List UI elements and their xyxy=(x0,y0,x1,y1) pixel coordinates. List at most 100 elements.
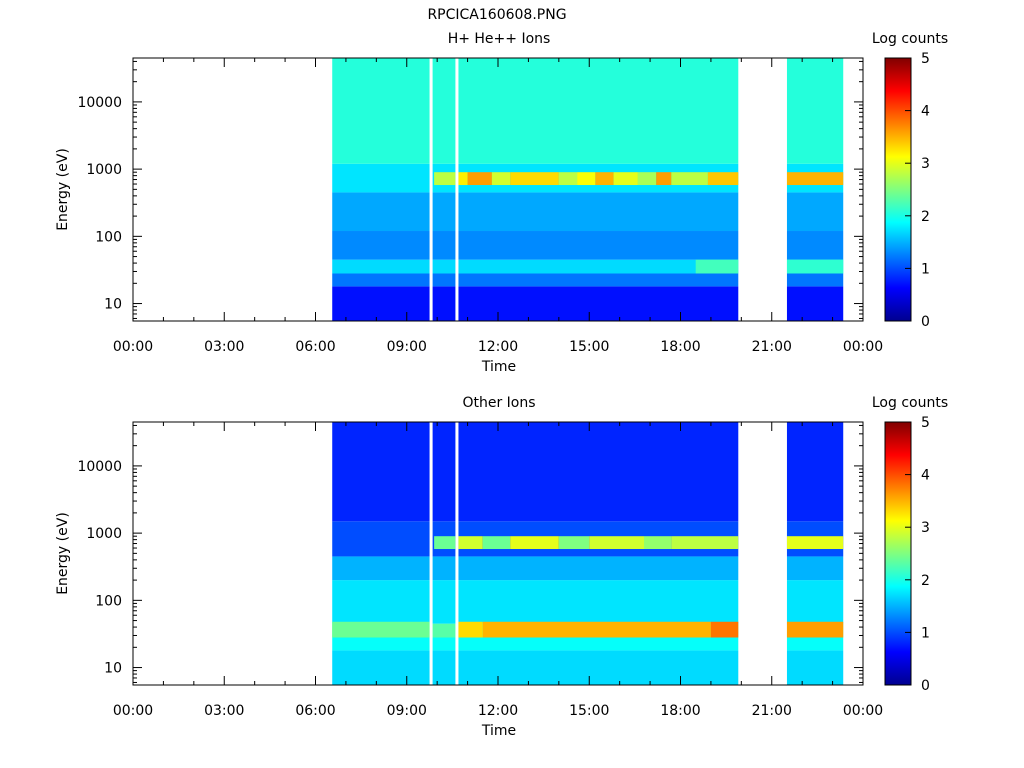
heatmap-cell xyxy=(786,273,844,287)
y-tick-label: 10 xyxy=(104,661,122,677)
colorbar-tick-label: 3 xyxy=(921,156,930,172)
band-segment xyxy=(332,621,430,638)
colorbar-tick-label: 3 xyxy=(921,520,930,536)
band-segment xyxy=(786,259,844,274)
heatmap-cell xyxy=(458,192,739,232)
x-tick-label: 00:00 xyxy=(113,703,153,719)
heatmap-cell xyxy=(786,422,844,522)
y-tick-label: 10 xyxy=(104,297,122,313)
colorbar-tick-label: 0 xyxy=(921,678,930,694)
band-segment xyxy=(710,621,739,638)
band-segment xyxy=(510,536,559,550)
colorbar xyxy=(884,57,912,322)
x-tick-label: 03:00 xyxy=(204,339,244,355)
band-segment xyxy=(434,172,456,186)
heatmap-data xyxy=(332,58,844,321)
band-segment xyxy=(482,536,511,550)
heatmap-cell xyxy=(332,422,430,522)
heatmap-cell xyxy=(432,623,456,638)
band-segment xyxy=(707,172,739,186)
x-tick-label: 21:00 xyxy=(752,703,792,719)
band-segment xyxy=(510,172,559,186)
heatmap-cell xyxy=(432,58,456,164)
band-segment xyxy=(595,172,614,186)
heatmap-cell xyxy=(786,192,844,232)
heatmap-cell xyxy=(432,231,456,260)
heatmap-cell xyxy=(332,58,430,164)
y-tick-label: 10000 xyxy=(77,95,122,111)
heatmap-cell xyxy=(432,637,456,651)
band-segment xyxy=(644,536,672,550)
heatmap-cell xyxy=(432,422,456,522)
colorbar-label: Log counts xyxy=(872,395,948,411)
heatmap-cell xyxy=(332,556,430,581)
x-tick-label: 03:00 xyxy=(204,703,244,719)
x-tick-label: 15:00 xyxy=(569,703,609,719)
x-tick-label: 00:00 xyxy=(843,339,883,355)
band-segment xyxy=(458,172,468,186)
heatmap-cell xyxy=(458,273,739,287)
x-tick-label: 18:00 xyxy=(660,703,700,719)
y-tick-label: 100 xyxy=(95,593,122,609)
heatmap-cell xyxy=(458,286,739,321)
heatmap-cell xyxy=(458,650,739,685)
colorbar-tick-label: 1 xyxy=(921,261,930,277)
heatmap-cell xyxy=(432,556,456,581)
x-tick-label: 06:00 xyxy=(295,339,335,355)
heatmap-cell xyxy=(458,259,739,274)
heatmap-cell xyxy=(332,580,430,624)
heatmap-cell xyxy=(458,231,739,260)
colorbar xyxy=(884,421,912,686)
band-segment xyxy=(482,621,711,638)
band-segment xyxy=(589,536,644,550)
band-segment xyxy=(458,621,483,638)
heatmap-cell xyxy=(332,163,430,193)
x-tick-label: 18:00 xyxy=(660,339,700,355)
heatmap-cell xyxy=(458,58,739,164)
heatmap-cell xyxy=(458,422,739,522)
y-tick-label: 1000 xyxy=(86,162,122,178)
panels: 00:00 03:00 06:00 09:00 12:00 15:00 18:00 21:00… xyxy=(55,31,948,739)
x-tick-label: 12:00 xyxy=(478,703,518,719)
colorbar-tick-label: 4 xyxy=(921,104,930,120)
heatmap-cell xyxy=(432,286,456,321)
colorbar-tick-label: 1 xyxy=(921,625,930,641)
colorbar-label: Log counts xyxy=(872,31,948,47)
heatmap-cell xyxy=(786,556,844,581)
band-segment xyxy=(491,172,511,186)
heatmap-cell xyxy=(786,58,844,164)
band-segment xyxy=(558,172,578,186)
heatmap-cell xyxy=(786,231,844,260)
figure-title: RPCICA160608.PNG xyxy=(427,7,566,23)
heatmap-cell xyxy=(332,273,430,287)
band-segment xyxy=(671,172,708,186)
x-tick-label: 09:00 xyxy=(387,703,427,719)
heatmap-cell xyxy=(432,650,456,685)
heatmap-cell xyxy=(786,580,844,624)
panel-2: 00:00 03:00 06:00 09:00 12:00 15:00 18:00 21:00… xyxy=(55,395,948,739)
band-segment xyxy=(558,536,590,550)
heatmap-data xyxy=(332,422,844,685)
x-tick-label: 12:00 xyxy=(478,339,518,355)
band-segment xyxy=(656,172,672,186)
colorbar-tick-label: 2 xyxy=(921,573,930,589)
heatmap-cell xyxy=(458,580,739,624)
x-axis-label: Time xyxy=(481,723,516,739)
colorbar-tick-label: 4 xyxy=(921,468,930,484)
band-segment xyxy=(786,621,844,638)
band-segment xyxy=(671,536,739,550)
heatmap-cell xyxy=(432,273,456,287)
y-axis-label: Energy (eV) xyxy=(55,148,71,231)
x-tick-label: 21:00 xyxy=(752,339,792,355)
heatmap-cell xyxy=(332,231,430,260)
band-segment xyxy=(613,172,638,186)
x-tick-label: 09:00 xyxy=(387,339,427,355)
panel-title: H+ He++ Ions xyxy=(448,31,551,47)
heatmap-cell xyxy=(458,556,739,581)
y-tick-label: 1000 xyxy=(86,526,122,542)
y-tick-label: 100 xyxy=(95,229,122,245)
heatmap-cell xyxy=(786,650,844,685)
heatmap-cell xyxy=(432,259,456,274)
heatmap-cell xyxy=(786,637,844,651)
x-tick-label: 06:00 xyxy=(295,703,335,719)
